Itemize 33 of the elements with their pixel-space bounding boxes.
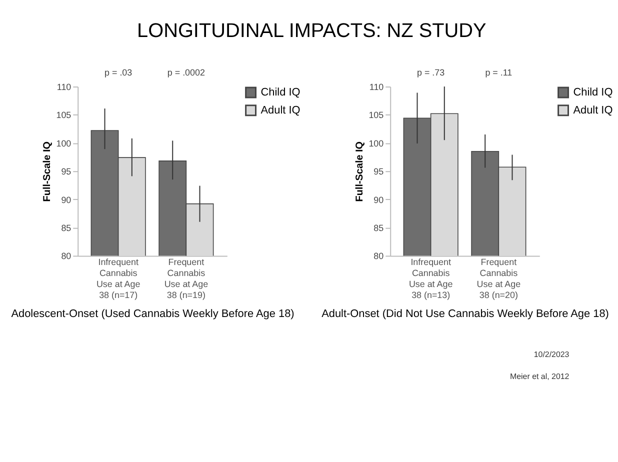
text: LONGITUDINAL IMPACTS: NZ STUDY xyxy=(137,20,486,42)
x-tick-label: Infrequent Cannabis Use at Age 38 (n=17) xyxy=(96,257,140,300)
x-axis-title: Adult-Onset (Did Not Use Cannabis Weekly Before Age 18) xyxy=(322,308,609,320)
y-tick-label: 90 xyxy=(61,194,72,205)
x-tick-label: Frequent Cannabis Use at Age 38 (n=20) xyxy=(476,257,521,300)
y-tick-label: 95 xyxy=(374,166,384,177)
y-tick-label: 100 xyxy=(368,138,384,148)
y-tick-label: 110 xyxy=(369,82,384,92)
y-tick-label: 100 xyxy=(56,138,72,148)
legend-label: Child IQ xyxy=(260,86,300,98)
text: p = .11 xyxy=(485,68,512,78)
y-tick-label: 105 xyxy=(56,110,72,120)
legend-label: Child IQ xyxy=(573,86,613,98)
x-tick-label: Infrequent Cannabis Use at Age 38 (n=13) xyxy=(408,257,453,300)
y-tick-label: 90 xyxy=(374,194,384,205)
text: Meier et al, 2012 xyxy=(510,372,570,382)
y-tick-label: 85 xyxy=(61,222,72,233)
text: 10/2/2023 xyxy=(534,350,570,360)
y-axis-title: Full-Scale IQ xyxy=(42,141,54,202)
y-tick-label: 95 xyxy=(61,166,72,177)
y-tick-label: 110 xyxy=(56,82,72,92)
y-tick-label: 85 xyxy=(374,222,384,233)
legend-label: Adult IQ xyxy=(573,104,613,116)
text: p = .0002 xyxy=(167,68,205,78)
text: p = .73 xyxy=(417,68,445,78)
y-axis-title: Full-Scale IQ xyxy=(354,141,366,202)
legend-label: Adult IQ xyxy=(260,104,300,116)
x-axis-title: Adolescent-Onset (Used Cannabis Weekly Before Age 18) xyxy=(11,308,294,320)
y-tick-label: 80 xyxy=(374,251,384,262)
text: p = .03 xyxy=(104,68,132,78)
x-tick-label: Frequent Cannabis Use at Age 38 (n=19) xyxy=(164,257,208,300)
y-tick-label: 105 xyxy=(368,110,384,120)
y-tick-label: 80 xyxy=(61,251,72,262)
